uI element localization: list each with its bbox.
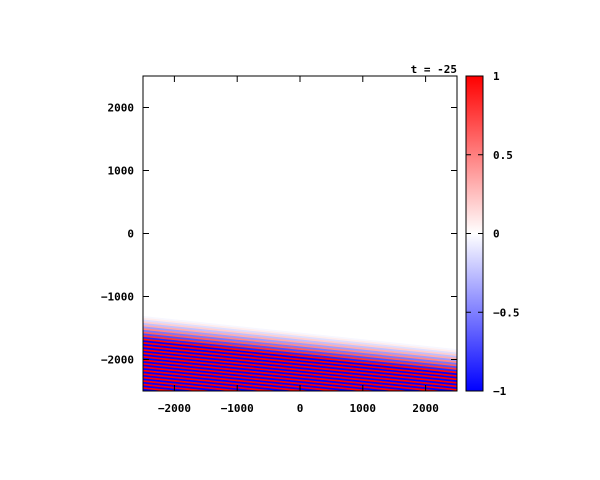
wavefront-band (143, 366, 378, 391)
y-tick-label: 0 (127, 228, 134, 241)
chart-title: t = -25 (411, 63, 457, 76)
wavefront-band (143, 355, 457, 391)
wavefront-band (143, 354, 457, 390)
wavefront-band (143, 345, 457, 381)
y-tick-label: 2000 (108, 102, 135, 115)
wavefront-band (143, 350, 457, 386)
wavefront-band (143, 326, 457, 362)
wavefront-band (143, 378, 263, 391)
wavefront-band (143, 376, 280, 391)
wavefront-band (143, 352, 457, 388)
x-tick-label: −1000 (221, 402, 254, 415)
colorbar-tick-label: 1 (493, 70, 500, 83)
wavefront-band (143, 336, 457, 373)
wavefront-band (143, 380, 247, 391)
wavefront-band (143, 383, 214, 391)
y-tick-label: −1000 (101, 291, 134, 304)
wavefront-band (143, 357, 457, 391)
wavefront-band (143, 374, 296, 391)
wavefront-band (143, 347, 457, 383)
wavefront-band (143, 381, 230, 391)
colorbar-tick-label: −0.5 (493, 306, 520, 319)
colorbar-tick-label: −1 (493, 385, 507, 398)
wavefront-band (143, 331, 457, 367)
x-tick-label: 1000 (350, 402, 377, 415)
wavefront-band (143, 335, 457, 371)
wavefront-band (143, 329, 457, 366)
wavefront-band (143, 316, 457, 352)
wavefront-band (143, 319, 457, 355)
wavefront-band (143, 322, 457, 359)
y-tick-label: 1000 (108, 165, 135, 178)
wavefront-band (143, 338, 457, 374)
wavefront-band (143, 359, 444, 391)
colorbar-tick-label: 0.5 (493, 149, 513, 162)
x-axis: −2000 −1000 0 1000 2000 (158, 76, 439, 415)
wavefront-band (143, 328, 457, 364)
wavefront-band (143, 364, 395, 391)
x-tick-label: −2000 (158, 402, 191, 415)
wavefront-band (143, 348, 457, 385)
wavefront-band (143, 361, 428, 391)
y-axis: −2000 −1000 0 1000 2000 (101, 102, 457, 367)
heatmap-field (143, 314, 457, 391)
colorbar-axis: −1 −0.5 0 0.5 1 (466, 70, 520, 398)
wavefront-band (143, 321, 457, 357)
wavefront-band (143, 343, 457, 380)
x-tick-label: 0 (297, 402, 304, 415)
colorbar-tick-label: 0 (493, 228, 500, 241)
y-tick-label: −2000 (101, 354, 134, 367)
wavefront-band (143, 362, 411, 391)
wavefront-band (143, 324, 457, 360)
wavefront-band (143, 317, 457, 354)
wavefront-band (143, 333, 457, 369)
wavefront-band (143, 342, 457, 378)
x-tick-label: 2000 (412, 402, 439, 415)
wavefront-band (143, 340, 457, 376)
wavefront-band (143, 314, 457, 350)
